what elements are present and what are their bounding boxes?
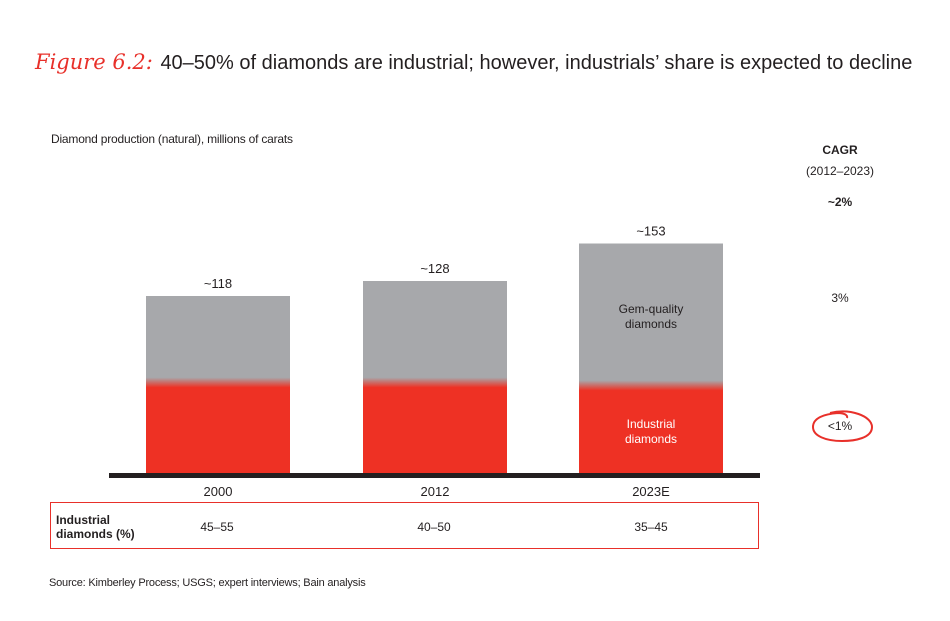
figure-title-text: 40–50% of diamonds are industrial; howev…: [160, 52, 913, 74]
source-note: Source: Kimberley Process; USGS; expert …: [49, 577, 366, 589]
bar-transition-2000: [146, 377, 290, 388]
table-cell: 40–50: [417, 520, 451, 534]
labels-group: ~118 2000 ~128 2012 ~153 2023E Gem-quality diam…: [204, 224, 684, 500]
bars-group: [146, 243, 723, 473]
bar-transition-2012: [363, 377, 507, 388]
cagr-gem: 3%: [831, 291, 849, 305]
industrial-share-table: [50, 502, 759, 549]
table-cell: 45–55: [200, 520, 234, 534]
cagr-header: CAGR: [822, 143, 858, 157]
highlight-circle-icon: [811, 410, 874, 443]
table-row-label: Industrial diamonds (%): [56, 513, 135, 541]
gem-segment-label: Gem-quality diamonds: [619, 302, 684, 331]
industrial-segment-label: Industrial diamonds: [625, 417, 677, 446]
total-label: ~153: [636, 224, 665, 239]
figure-number: Figure 6.2:: [35, 50, 153, 74]
bar-gem-2023E: [579, 243, 723, 391]
figure-title: Figure 6.2: 40–50% of diamonds are indus…: [35, 50, 912, 75]
table-cell: 35–45: [634, 520, 668, 534]
cagr-industrial: <1%: [827, 419, 853, 433]
bar-industrial-2000: [146, 387, 290, 473]
total-label: ~128: [420, 261, 449, 276]
bar-gem-2000: [146, 296, 290, 388]
bar-industrial-2023E: [579, 390, 723, 473]
x-axis-baseline: [109, 473, 760, 478]
y-axis-label: Diamond production (natural), millions o…: [51, 132, 293, 146]
cagr-total: ~2%: [827, 195, 853, 209]
total-label: ~118: [204, 276, 232, 291]
table-row-label-line2: diamonds (%): [56, 527, 135, 541]
x-tick-label: 2023E: [632, 484, 670, 499]
bar-industrial-2012: [363, 387, 507, 473]
x-tick-label: 2000: [204, 484, 233, 499]
table-row-label-line1: Industrial: [56, 513, 111, 527]
bar-transition-2023E: [579, 380, 723, 391]
cagr-period: (2012–2023): [805, 164, 875, 178]
x-tick-label: 2012: [421, 484, 450, 499]
bar-gem-2012: [363, 281, 507, 388]
